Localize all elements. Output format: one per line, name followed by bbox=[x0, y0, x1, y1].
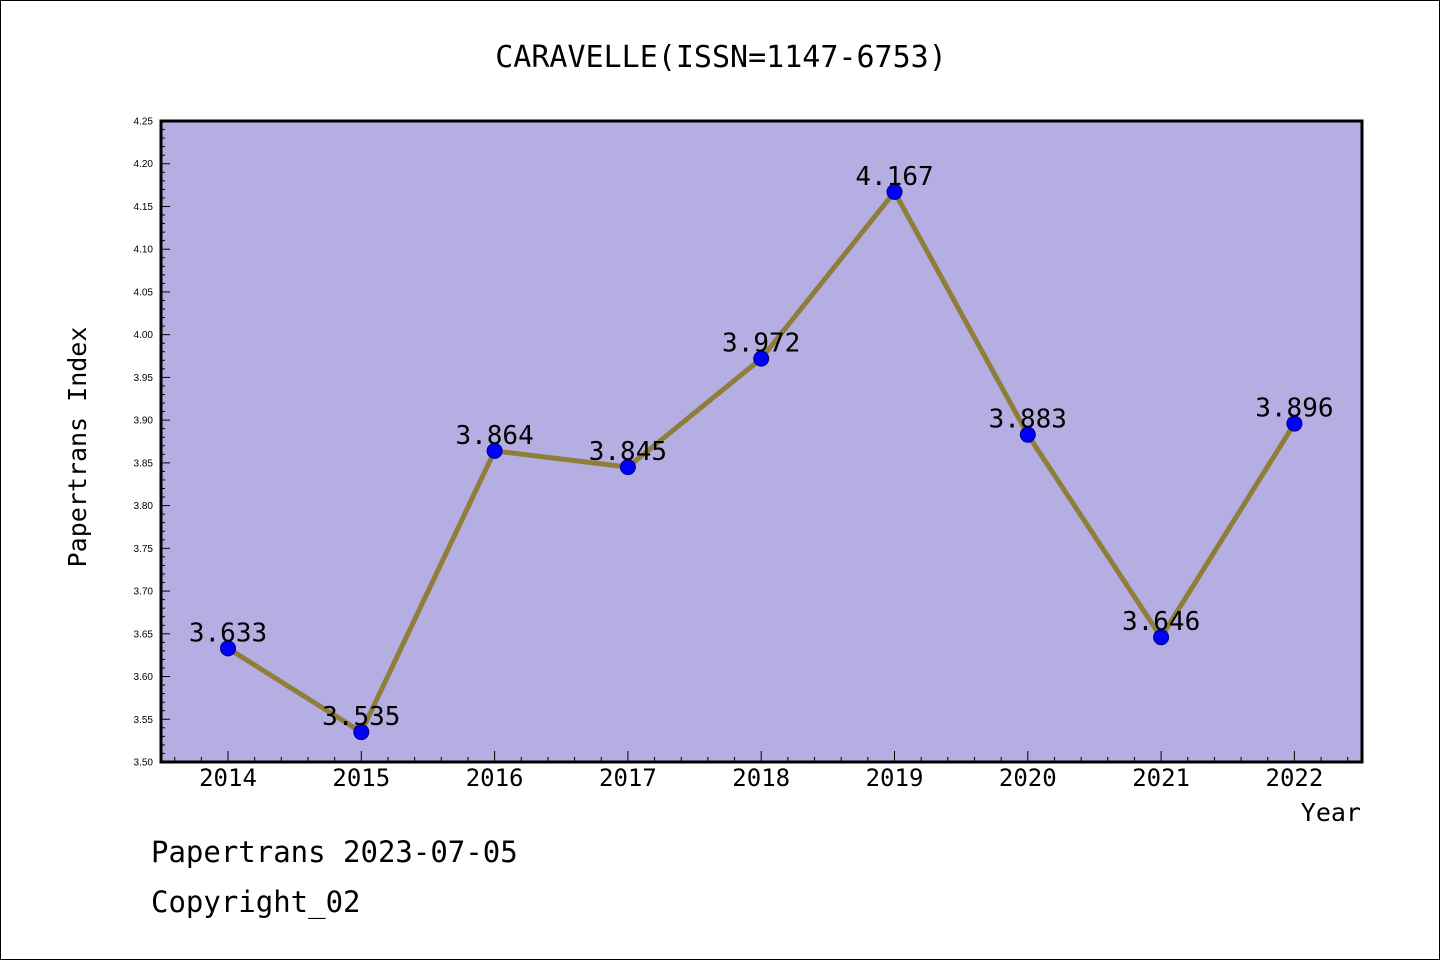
data-label: 3.864 bbox=[455, 421, 533, 451]
y-tick-label: 4.15 bbox=[134, 202, 154, 213]
data-labels: 3.633 3.535 3.864 3.845 3.972 4.167 3.883 3.646… bbox=[189, 162, 1334, 732]
x-tick-label: 2018 bbox=[732, 764, 790, 792]
plot-border bbox=[159, 119, 1364, 764]
data-point bbox=[1286, 415, 1303, 432]
data-point bbox=[220, 640, 236, 657]
y-tick-label: 3.55 bbox=[134, 715, 154, 726]
y-tick-label: 3.75 bbox=[134, 544, 154, 555]
chart-title: CARAVELLE(ISSN=1147-6753) bbox=[495, 40, 947, 75]
x-tick-label: 2014 bbox=[199, 764, 257, 792]
data-point bbox=[1019, 426, 1036, 443]
y-tick-label: 4.00 bbox=[134, 330, 154, 341]
data-label: 4.167 bbox=[855, 162, 933, 192]
y-tick-label: 3.50 bbox=[134, 758, 154, 769]
footer-date: Papertrans 2023-07-05 bbox=[151, 835, 518, 869]
data-point bbox=[1153, 629, 1170, 646]
y-tick-label: 4.25 bbox=[134, 117, 154, 128]
series-markers bbox=[220, 183, 1303, 741]
data-label: 3.972 bbox=[722, 329, 800, 359]
data-label: 3.633 bbox=[189, 618, 267, 648]
x-tick-label: 2021 bbox=[1132, 764, 1190, 792]
y-tick-label: 4.05 bbox=[134, 287, 154, 298]
x-axis: 2014 2015 2016 2017 2018 2019 2020 2021 2022 bbox=[174, 751, 1349, 792]
x-tick-label: 2020 bbox=[999, 764, 1057, 792]
data-point bbox=[353, 724, 370, 741]
y-tick-label: 4.10 bbox=[134, 245, 154, 256]
y-tick-label: 4.20 bbox=[134, 159, 154, 170]
y-tick-label: 3.85 bbox=[134, 458, 154, 469]
y-tick-label: 3.70 bbox=[134, 587, 154, 598]
x-tick-label: 2016 bbox=[466, 764, 524, 792]
data-point bbox=[619, 459, 636, 476]
x-axis-label: Year bbox=[1301, 798, 1361, 827]
y-tick-label: 3.60 bbox=[134, 672, 154, 683]
data-label: 3.646 bbox=[1122, 607, 1200, 637]
y-tick-label: 3.80 bbox=[134, 501, 154, 512]
data-point bbox=[486, 442, 503, 459]
x-tick-label: 2017 bbox=[599, 764, 657, 792]
data-point bbox=[753, 350, 770, 367]
data-label: 3.883 bbox=[989, 405, 1067, 435]
data-label: 3.535 bbox=[322, 702, 400, 732]
x-tick-label: 2015 bbox=[332, 764, 390, 792]
y-axis-label: Papertrans Index bbox=[63, 327, 92, 568]
y-tick-label: 3.65 bbox=[134, 629, 154, 640]
plot-area bbox=[161, 121, 1362, 762]
footer-copyright: Copyright_02 bbox=[151, 885, 361, 919]
data-label: 3.845 bbox=[589, 437, 667, 467]
y-tick-label: 3.95 bbox=[134, 373, 154, 384]
data-point bbox=[886, 183, 903, 200]
x-tick-label: 2022 bbox=[1266, 764, 1324, 792]
data-label: 3.896 bbox=[1255, 394, 1333, 424]
x-tick-label: 2019 bbox=[866, 764, 924, 792]
y-tick-label: 3.90 bbox=[134, 416, 154, 427]
